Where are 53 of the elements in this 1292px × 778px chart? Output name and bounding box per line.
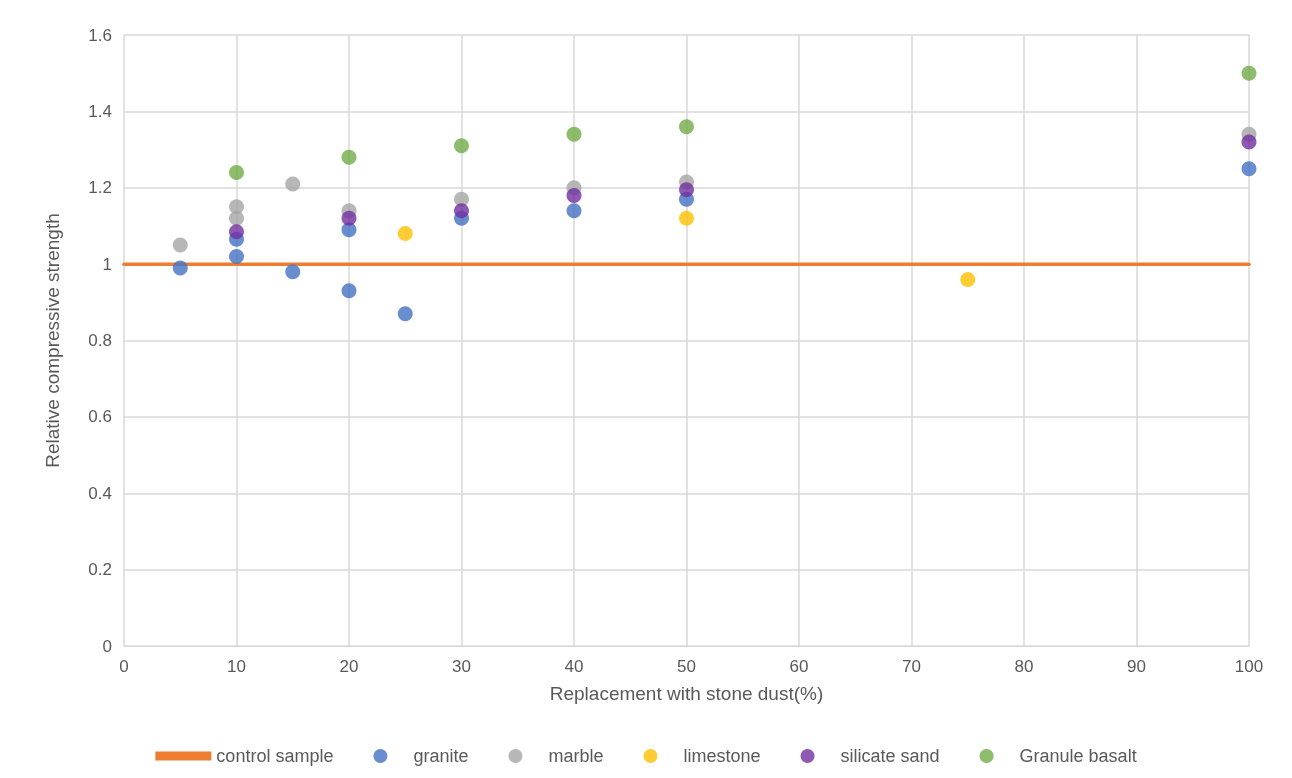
y-tick-label: 1 [102, 254, 112, 274]
point [454, 203, 469, 219]
legend-label: Granule basalt [1019, 746, 1137, 766]
x-tick-label: 90 [1127, 657, 1146, 676]
x-tick-label: 80 [1014, 657, 1034, 676]
point [566, 203, 582, 219]
x-tick-label: 100 [1234, 657, 1264, 676]
point [341, 210, 357, 226]
point [679, 182, 694, 198]
y-axis-title: Relative compressive strength [42, 213, 63, 468]
x-tick-label: 70 [902, 657, 921, 676]
point [172, 260, 188, 276]
point [229, 248, 244, 264]
point [679, 119, 694, 135]
point [229, 224, 244, 240]
y-tick-label: 1.6 [88, 25, 112, 45]
point [397, 226, 413, 242]
point [229, 210, 244, 226]
point [1241, 65, 1257, 81]
x-tick-label: 30 [452, 657, 471, 676]
point [1241, 134, 1257, 150]
point [285, 264, 301, 280]
x-tick-label: 50 [677, 657, 696, 676]
y-tick-label: 0 [102, 636, 112, 656]
y-tick-label: 0.4 [88, 483, 112, 503]
legend-label: control sample [216, 746, 334, 766]
point [566, 187, 582, 203]
legend-label: granite [413, 746, 469, 766]
point [341, 149, 357, 165]
y-tick-label: 0.6 [88, 407, 112, 427]
point [172, 237, 188, 253]
point [454, 138, 469, 154]
point [960, 271, 976, 287]
x-tick-label: 0 [119, 657, 129, 676]
legend-label: silicate sand [840, 746, 940, 766]
y-tick-label: 0.2 [88, 560, 112, 580]
y-tick-label: 0.8 [88, 331, 112, 350]
x-tick-label: 10 [227, 657, 246, 676]
point [341, 283, 357, 299]
x-tick-label: 20 [339, 657, 359, 676]
x-axis-title: Replacement with stone dust(%) [549, 683, 824, 704]
point [679, 210, 694, 226]
y-tick-label: 1.2 [88, 178, 112, 198]
point [285, 176, 301, 192]
legend-label: limestone [683, 746, 761, 766]
point [397, 306, 413, 322]
point [566, 126, 582, 142]
x-tick-label: 40 [564, 657, 584, 676]
point [1241, 161, 1257, 177]
x-tick-label: 60 [789, 657, 809, 676]
y-tick-label: 1.4 [88, 101, 112, 121]
point [229, 164, 244, 180]
legend-label: marble [548, 746, 604, 766]
